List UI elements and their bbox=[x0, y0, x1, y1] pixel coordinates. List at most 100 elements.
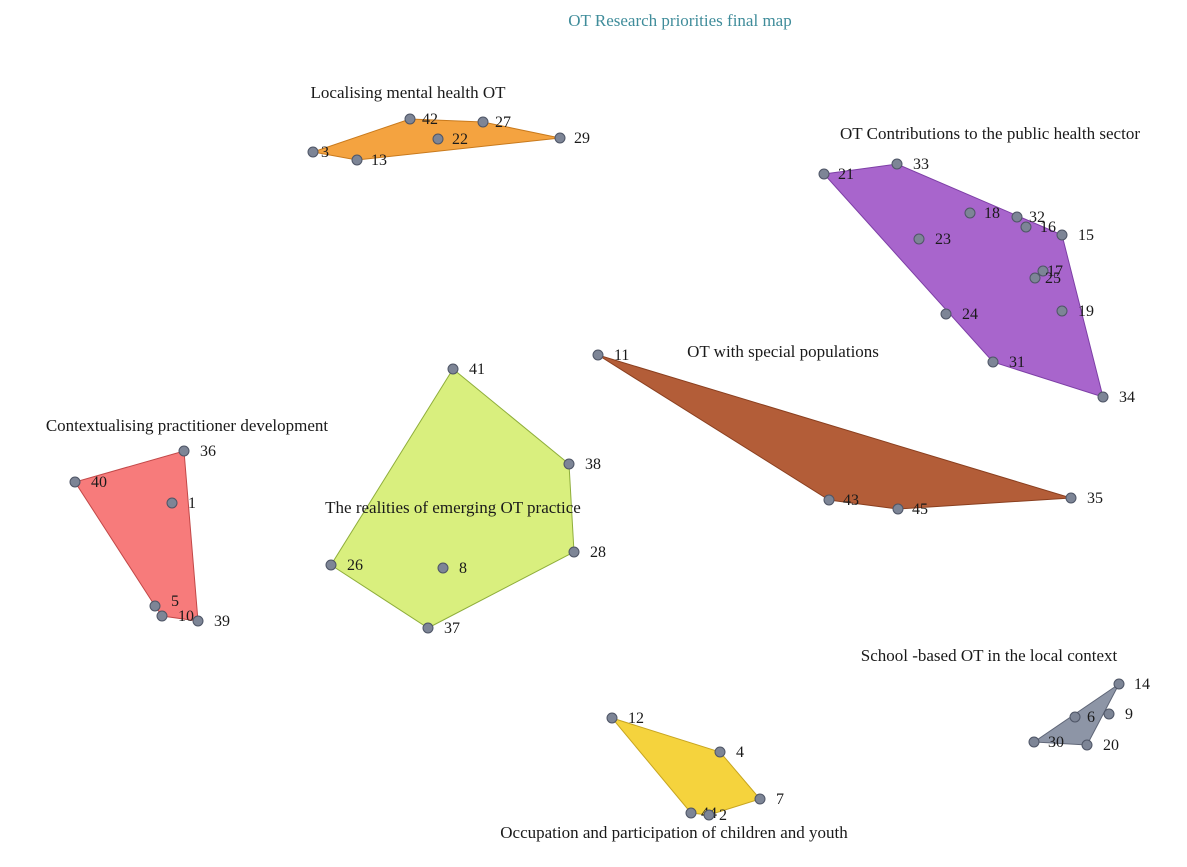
statement-point-4: 4 bbox=[714, 744, 744, 761]
point-marker bbox=[892, 503, 904, 515]
point-marker bbox=[1097, 391, 1109, 403]
point-label: 41 bbox=[469, 361, 485, 378]
statement-point-1: 1 bbox=[166, 495, 196, 512]
map-title: OT Research priorities final map bbox=[568, 11, 791, 30]
point-label: 12 bbox=[628, 710, 644, 727]
statement-point-27: 27 bbox=[477, 114, 511, 131]
point-label: 42 bbox=[422, 111, 438, 128]
statement-point-22: 22 bbox=[432, 131, 468, 148]
cluster-region-public-health-sector bbox=[822, 163, 1104, 398]
point-marker bbox=[592, 349, 604, 361]
point-label: 28 bbox=[590, 544, 606, 561]
point-label: 10 bbox=[178, 608, 194, 625]
statement-point-41: 41 bbox=[447, 361, 485, 378]
point-marker bbox=[156, 610, 168, 622]
statement-point-11: 11 bbox=[592, 347, 629, 364]
statement-point-25: 25 bbox=[1029, 270, 1061, 287]
cluster-region-children-youth bbox=[610, 717, 761, 816]
statement-point-20: 20 bbox=[1081, 737, 1119, 754]
statement-point-26: 26 bbox=[325, 557, 363, 574]
point-label: 1 bbox=[188, 495, 196, 512]
point-marker bbox=[69, 476, 81, 488]
point-marker bbox=[818, 168, 830, 180]
point-label: 5 bbox=[171, 593, 179, 610]
point-marker bbox=[1103, 708, 1115, 720]
statement-point-28: 28 bbox=[568, 544, 606, 561]
cluster-label-public-health-sector: OT Contributions to the public health se… bbox=[840, 124, 1140, 143]
statement-point-7: 7 bbox=[754, 791, 784, 808]
point-marker bbox=[823, 494, 835, 506]
point-label: 26 bbox=[347, 557, 363, 574]
point-marker bbox=[447, 363, 459, 375]
statement-point-3: 3 bbox=[307, 144, 329, 161]
point-marker bbox=[404, 113, 416, 125]
point-marker bbox=[166, 497, 178, 509]
point-label: 19 bbox=[1078, 303, 1094, 320]
point-marker bbox=[568, 546, 580, 558]
point-marker bbox=[437, 562, 449, 574]
point-label: 45 bbox=[912, 501, 928, 518]
point-label: 18 bbox=[984, 205, 1000, 222]
cluster-region-special-populations bbox=[597, 354, 1072, 510]
point-label: 27 bbox=[495, 114, 511, 131]
point-marker bbox=[1056, 305, 1068, 317]
point-marker bbox=[1065, 492, 1077, 504]
statement-point-43: 43 bbox=[823, 492, 859, 509]
statement-point-8: 8 bbox=[437, 560, 467, 577]
point-label: 39 bbox=[214, 613, 230, 630]
point-marker bbox=[685, 807, 697, 819]
point-marker bbox=[964, 207, 976, 219]
point-label: 22 bbox=[452, 131, 468, 148]
point-label: 29 bbox=[574, 130, 590, 147]
statement-point-14: 14 bbox=[1113, 676, 1150, 693]
point-marker bbox=[703, 809, 715, 821]
statement-point-39: 39 bbox=[192, 613, 230, 630]
point-marker bbox=[754, 793, 766, 805]
statement-point-30: 30 bbox=[1028, 734, 1064, 751]
point-label: 2 bbox=[719, 807, 727, 824]
point-marker bbox=[606, 712, 618, 724]
point-label: 14 bbox=[1134, 676, 1150, 693]
statement-point-24: 24 bbox=[940, 306, 978, 323]
point-label: 32 bbox=[1029, 209, 1045, 226]
point-marker bbox=[714, 746, 726, 758]
point-marker bbox=[1020, 221, 1032, 233]
point-label: 30 bbox=[1048, 734, 1064, 751]
statement-point-17: 17 bbox=[1037, 263, 1063, 280]
statement-point-18: 18 bbox=[964, 205, 1000, 222]
point-label: 37 bbox=[444, 620, 460, 637]
statement-point-5: 5 bbox=[149, 593, 179, 612]
statement-point-19: 19 bbox=[1056, 303, 1094, 320]
point-label: 24 bbox=[962, 306, 978, 323]
statement-point-34: 34 bbox=[1097, 389, 1135, 406]
statement-point-45: 45 bbox=[892, 501, 928, 518]
point-marker bbox=[325, 559, 337, 571]
point-label: 8 bbox=[459, 560, 467, 577]
point-marker bbox=[149, 600, 161, 612]
point-marker bbox=[891, 158, 903, 170]
point-marker bbox=[940, 308, 952, 320]
statement-point-37: 37 bbox=[422, 620, 460, 637]
cluster-label-special-populations: OT with special populations bbox=[687, 342, 879, 361]
point-label: 25 bbox=[1045, 270, 1061, 287]
point-label: 34 bbox=[1119, 389, 1135, 406]
cluster-label-school-based: School -based OT in the local context bbox=[861, 646, 1118, 665]
statement-point-35: 35 bbox=[1065, 490, 1103, 507]
point-label: 38 bbox=[585, 456, 601, 473]
cluster-labels: Localising mental health OT OT Contributi… bbox=[46, 83, 1140, 842]
statement-point-10: 10 bbox=[156, 608, 194, 625]
point-label: 4 bbox=[736, 744, 744, 761]
point-label: 40 bbox=[91, 474, 107, 491]
statement-point-15: 15 bbox=[1056, 227, 1094, 244]
statement-point-9: 9 bbox=[1103, 706, 1133, 723]
point-marker bbox=[1081, 739, 1093, 751]
point-marker bbox=[563, 458, 575, 470]
statement-point-21: 21 bbox=[818, 166, 854, 183]
point-label: 15 bbox=[1078, 227, 1094, 244]
point-label: 17 bbox=[1047, 263, 1063, 280]
statement-point-13: 13 bbox=[351, 152, 387, 169]
cluster-regions bbox=[74, 118, 1120, 816]
point-label: 33 bbox=[913, 156, 929, 173]
